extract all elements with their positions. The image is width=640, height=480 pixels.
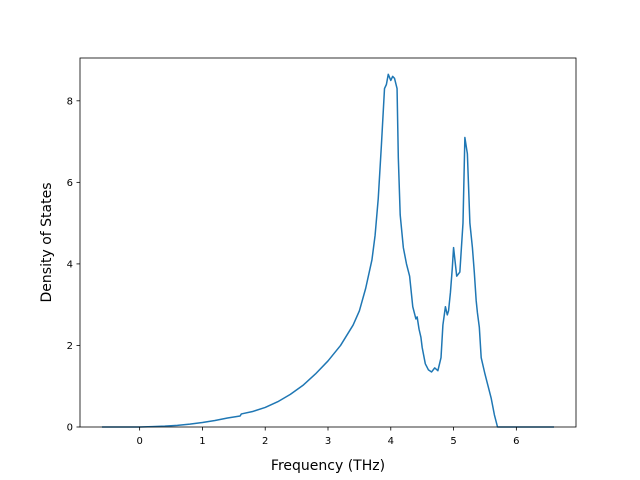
y-tick-label: 0 <box>67 423 73 434</box>
x-tick-label: 6 <box>513 436 519 447</box>
x-tick-label: 2 <box>262 436 268 447</box>
x-tick-label: 5 <box>450 436 456 447</box>
x-tick-label: 3 <box>325 436 331 447</box>
y-tick-label: 6 <box>67 178 73 189</box>
y-tick-label: 4 <box>67 260 73 271</box>
y-tick-label: 2 <box>67 341 73 352</box>
x-axis-label: Frequency (THz) <box>271 458 385 474</box>
x-tick-label: 1 <box>199 436 205 447</box>
y-axis-label: Density of States <box>39 183 55 303</box>
y-axis-ticks: 0 2 4 6 8 <box>67 96 80 434</box>
y-tick-label: 8 <box>67 96 73 107</box>
x-axis-ticks: 0 1 2 3 4 5 6 <box>136 427 520 447</box>
dos-series-line <box>101 73 555 428</box>
x-tick-label: 0 <box>136 436 142 447</box>
x-tick-label: 4 <box>388 436 394 447</box>
